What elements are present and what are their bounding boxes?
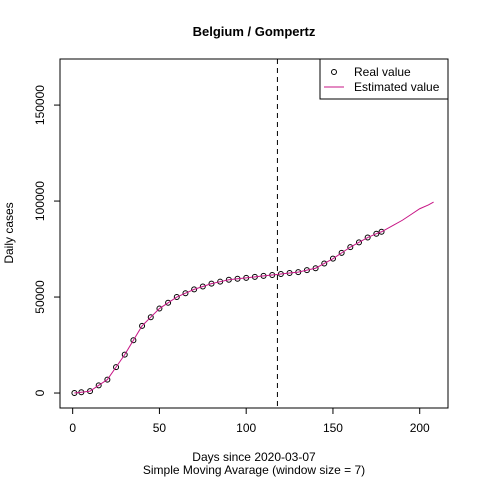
legend-label: Estimated value	[354, 80, 440, 94]
data-point	[329, 255, 336, 262]
data-point	[303, 267, 310, 274]
data-point	[378, 228, 385, 235]
y-axis-label: Daily cases	[2, 202, 16, 263]
data-point	[165, 299, 172, 306]
data-point	[147, 314, 154, 321]
data-point	[191, 286, 198, 293]
data-point	[373, 230, 380, 237]
chart-title: Belgium / Gompertz	[193, 24, 316, 39]
legend-label: Real value	[354, 65, 411, 79]
data-point	[173, 294, 180, 301]
data-point	[364, 234, 371, 241]
y-tick-label: 50000	[33, 280, 47, 314]
data-point	[113, 364, 120, 371]
y-tick-label: 100000	[33, 181, 47, 221]
y-tick-label: 150000	[33, 85, 47, 125]
x-tick-label: 0	[69, 421, 76, 435]
data-point	[347, 244, 354, 251]
data-point	[312, 265, 319, 272]
data-point	[182, 290, 189, 297]
legend-box	[319, 58, 449, 100]
data-point	[355, 239, 362, 246]
data-point	[338, 249, 345, 256]
data-point	[130, 337, 137, 344]
data-point	[199, 283, 206, 290]
data-line	[74, 201, 434, 394]
subtitle: Simple Moving Avarage (window size = 7)	[143, 463, 365, 477]
data-point	[208, 280, 215, 287]
data-point	[104, 376, 111, 383]
data-point	[95, 382, 102, 389]
y-tick-label: 0	[33, 389, 47, 396]
data-point	[139, 322, 146, 329]
x-axis-label: Days since 2020-03-07	[192, 450, 316, 464]
data-point	[156, 305, 163, 312]
data-point	[121, 351, 128, 358]
data-point	[217, 278, 224, 285]
x-tick-label: 150	[323, 421, 343, 435]
legend-marker	[331, 69, 337, 75]
x-tick-label: 100	[236, 421, 256, 435]
data-point	[321, 260, 328, 267]
plot-box	[59, 58, 449, 409]
x-tick-label: 200	[410, 421, 430, 435]
x-tick-label: 50	[153, 421, 167, 435]
